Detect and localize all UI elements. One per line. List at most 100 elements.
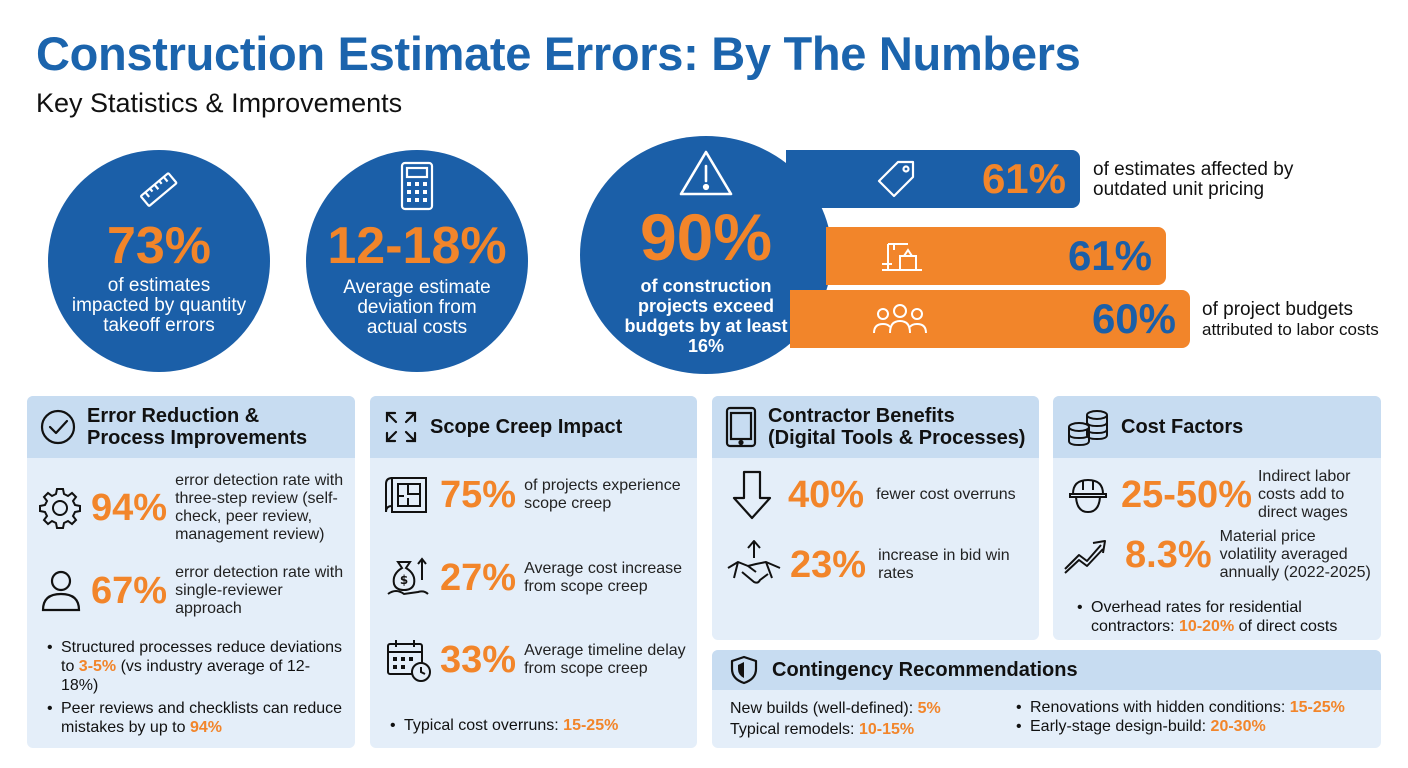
card-header: Contractor Benefits (Digital Tools & Pro… [712,396,1039,458]
stat-text: of projects experience scope creep [524,477,681,512]
stat-single-reviewer: 67% error detection rate with single-rev… [39,564,349,618]
stat-text: fewer cost overruns [876,486,1016,503]
stat-text: of construction projects exceed budgets … [624,276,788,356]
tablet-icon [725,406,757,448]
stat-value: 40% [788,474,865,516]
card-title: Error Reduction & Process Improvements [87,405,307,449]
contingency-item: New builds (well-defined): 5% [730,698,941,719]
title-line: (Digital Tools & Processes) [768,427,1026,449]
card-header: Scope Creep Impact [370,396,697,458]
price-tag-icon [877,160,915,198]
page-subtitle: Key Statistics & Improvements [36,88,403,118]
coins-icon [1068,410,1108,447]
title-line: Contractor Benefits [768,405,955,427]
label-line: of project budgets [1202,299,1354,320]
item-label: Renovations with hidden conditions: [1030,699,1290,716]
bullet-text: Typical cost overruns: [404,717,564,734]
bullet-item: Structured processes reduce deviations t… [45,638,345,695]
stat-bar-label: of project budgets attributed to labor c… [1202,300,1379,340]
stat-value: 12-18% [327,217,507,275]
arrow-down-icon [732,470,772,520]
stat-indirect-labor: 25-50% Indirect labor costs add to direc… [1065,468,1375,522]
scope-creep-card: Scope Creep Impact 75% of projects exper… [370,396,697,748]
stat-circle-deviation: 12-18% Average estimate deviation from a… [306,150,528,372]
stat-value: 73% [106,217,212,275]
stat-value: 67% [91,570,168,612]
stat-text: Material price volatility averaged annua… [1219,528,1371,581]
blueprint-icon [385,477,427,513]
cost-factors-card: Cost Factors 25-50% Indirect labor costs… [1053,396,1381,640]
bullet-item: Peer reviews and checklists can reduce m… [45,699,345,737]
item-label: Early-stage design-build: [1030,718,1211,735]
bullet-text: Overhead rates for residential contracto… [1091,599,1302,635]
label-line: attributed to labor costs [1202,320,1379,339]
stat-bar-label: of estimates affected by outdated unit p… [1093,160,1293,200]
money-bag-icon: $ [387,557,429,596]
calendar-clock-icon [387,640,431,682]
contingency-item: Renovations with hidden conditions: 15-2… [1014,698,1345,717]
trend-up-icon [1064,540,1106,574]
bullet-text: Peer reviews and checklists can reduce m… [61,700,343,736]
bullet-highlight: 10-20% [1179,618,1235,635]
stat-bar-unit-pricing: 61% [786,150,1080,208]
contingency-card: Contingency Recommendations New builds (… [712,650,1381,748]
contractor-benefits-card: Contractor Benefits (Digital Tools & Pro… [712,396,1039,640]
bullet-highlight: 3-5% [78,658,117,675]
stat-value: 8.3% [1125,534,1212,576]
stat-value: 61% [1067,232,1152,279]
stat-scope-cost-increase: $ 27% Average cost increase from scope c… [384,554,692,602]
stat-bar-labor: 60% [790,290,1190,348]
stat-value: 33% [440,639,517,681]
bullet-highlight: 94% [189,719,222,736]
bullet-text: (vs industry average of 12-18%) [61,658,311,694]
stat-three-step-review: 94% error detection rate with three-step… [37,472,349,544]
gear-icon [39,488,81,529]
crane-icon [882,243,922,271]
stat-value: 27% [440,557,517,599]
bullet-item: Overhead rates for residential contracto… [1075,598,1375,636]
stat-text: error detection rate with single-reviewe… [175,564,344,617]
person-icon [41,570,81,612]
stat-text: increase in bid win rates [878,547,1010,582]
item-value: 15-25% [1289,699,1345,716]
bullet-text: of direct costs [1234,618,1338,635]
item-value: 5% [917,700,941,717]
stat-value: 23% [790,544,867,586]
stat-value: 75% [440,474,517,516]
stat-scope-creep-projects: 75% of projects experience scope creep [384,472,692,518]
stat-fewer-overruns: 40% fewer cost overruns [730,468,1030,522]
error-reduction-card: Error Reduction & Process Improvements 9… [27,396,355,748]
svg-text:$: $ [400,573,408,587]
calculator-icon [400,161,434,211]
contingency-right-column: Renovations with hidden conditions: 15-2… [1014,698,1345,736]
card-header: Error Reduction & Process Improvements [27,396,355,458]
handshake-icon [727,540,781,584]
card-title: Cost Factors [1121,416,1244,438]
stat-value: 25-50% [1121,474,1252,516]
card-header: Cost Factors [1053,396,1381,458]
stat-value: 90% [639,200,773,274]
stat-value: 94% [91,487,168,529]
page-title: Construction Estimate Errors: By The Num… [36,27,1081,80]
bullet-item: Typical cost overruns: 15-25% [388,716,688,735]
stat-text: of estimates impacted by quantity takeof… [71,275,247,336]
stat-text: error detection rate with three-step rev… [175,472,344,543]
item-label: Typical remodels: [730,721,859,738]
card-title: Contingency Recommendations [772,659,1078,681]
stat-text: Average timeline delay from scope creep [524,642,686,677]
warning-icon [679,150,733,196]
ruler-icon [140,172,178,207]
shield-icon [730,655,758,685]
team-icon [873,304,927,334]
contingency-item: Typical remodels: 10-15% [730,719,941,740]
stat-text: Indirect labor costs add to direct wages [1257,468,1351,521]
contingency-item: Early-stage design-build: 20-30% [1014,717,1345,736]
card-header: Contingency Recommendations [712,650,1381,690]
stat-value: 60% [1091,295,1176,342]
card-title: Contractor Benefits (Digital Tools & Pro… [768,405,1025,449]
stat-material-volatility: 8.3% Material price volatility averaged … [1063,528,1375,582]
stat-circle-quantity-takeoff: 73% of estimates impacted by quantity ta… [48,150,270,372]
label-line: of estimates affected by [1093,159,1294,180]
expand-icon [385,411,417,443]
check-circle-icon [40,409,76,445]
